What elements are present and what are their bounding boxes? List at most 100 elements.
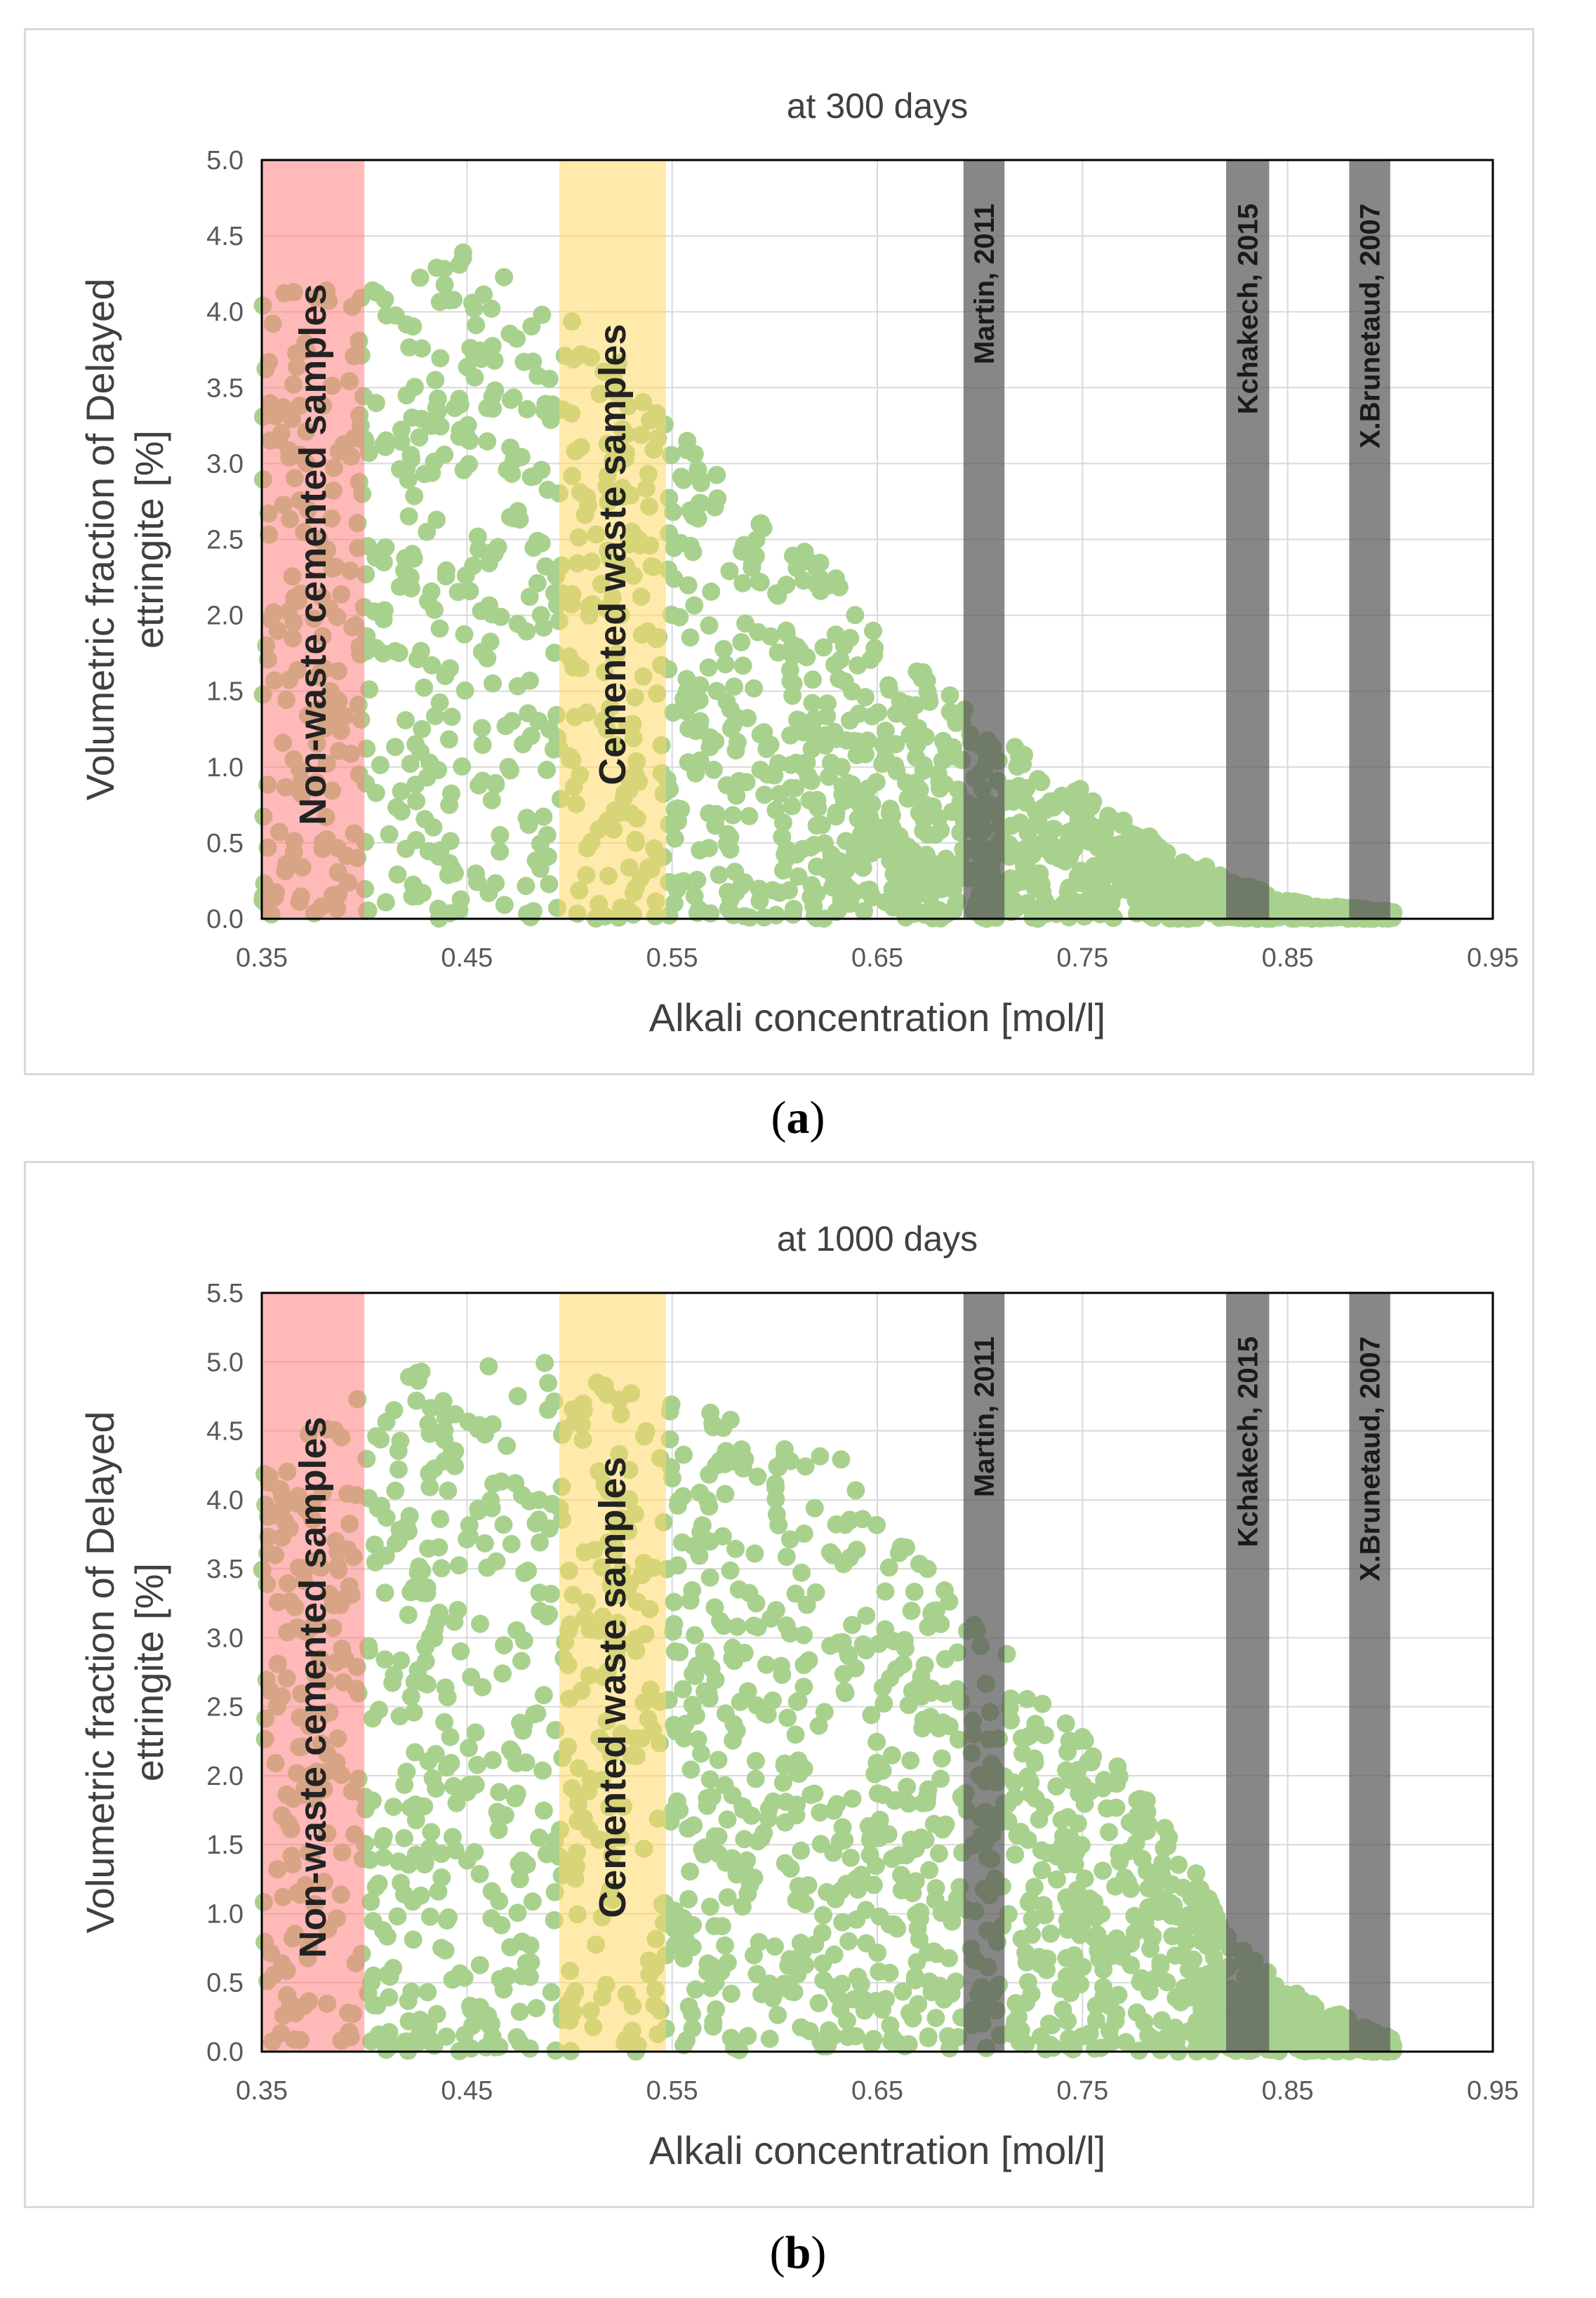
scatter-point — [450, 1556, 468, 1575]
scatter-point — [407, 792, 426, 811]
scatter-point — [769, 2005, 787, 2024]
scatter-point — [910, 1909, 929, 1928]
scatter-point — [1044, 2038, 1063, 2057]
scatter-point — [733, 573, 752, 592]
scatter-point — [723, 1649, 742, 1668]
y-tick-label: 0.5 — [206, 1969, 244, 1998]
scatter-point — [705, 1598, 724, 1617]
scatter-point — [425, 453, 444, 472]
scatter-point — [1043, 846, 1062, 865]
scatter-point — [418, 1578, 437, 1597]
scatter-point — [862, 1706, 881, 1725]
scatter-point — [780, 1624, 799, 1643]
scatter-point — [674, 689, 693, 708]
scatter-point — [857, 1607, 876, 1625]
scatter-point — [796, 1457, 815, 1476]
scatter-point — [1057, 1948, 1076, 1967]
scatter-point — [841, 1548, 860, 1567]
scatter-point — [474, 285, 493, 304]
scatter-point — [757, 1655, 776, 1674]
scatter-point — [524, 902, 543, 921]
scatter-point — [726, 863, 745, 882]
scatter-point — [879, 676, 898, 695]
scatter-point — [436, 667, 455, 686]
x-tick-label: 0.85 — [1262, 2076, 1314, 2106]
scatter-point — [413, 719, 432, 738]
scatter-point — [740, 806, 759, 825]
scatter-point — [867, 1515, 886, 1534]
scatter-point — [746, 1752, 765, 1770]
scatter-point — [485, 544, 504, 563]
scatter-point — [420, 1464, 439, 1483]
scatter-point — [733, 542, 752, 561]
scatter-point — [890, 1543, 908, 1562]
x-tick-label: 0.95 — [1467, 943, 1519, 973]
scatter-point — [679, 1889, 698, 1908]
scatter-point — [665, 894, 684, 912]
scatter-point — [839, 1932, 858, 1951]
scatter-point — [790, 711, 809, 729]
scatter-point — [686, 1626, 704, 1645]
scatter-point — [1094, 1960, 1113, 1979]
scatter-point — [1012, 1930, 1031, 1948]
scatter-point — [789, 1692, 808, 1711]
band-1: Cemented waste samples — [559, 160, 666, 919]
scatter-point — [1179, 1960, 1198, 1979]
scatter-point — [763, 881, 782, 900]
scatter-point — [698, 1788, 717, 1807]
scatter-point — [470, 1865, 489, 1883]
scatter-point — [411, 2010, 430, 2029]
scatter-point — [431, 1510, 450, 1528]
scatter-point — [936, 1684, 955, 1703]
scatter-point — [518, 400, 536, 418]
y-tick-label: 0.5 — [206, 829, 244, 858]
scatter-point — [373, 1831, 392, 1850]
scatter-point — [1112, 1947, 1131, 1966]
scatter-point — [716, 655, 735, 674]
reference-0: Martin, 2011 — [963, 160, 1005, 919]
scatter-point — [392, 420, 411, 439]
scatter-point — [1089, 838, 1108, 857]
scatter-point — [794, 1678, 813, 1696]
scatter-point — [691, 841, 710, 860]
scatter-point — [686, 1980, 705, 1999]
scatter-point — [885, 1915, 903, 1934]
reference-1: Kchakech, 2015 — [1225, 1293, 1270, 2052]
scatter-point — [794, 1525, 813, 1543]
scatter-point — [935, 1990, 953, 2009]
scatter-point — [1171, 1993, 1190, 2012]
scatter-point — [377, 431, 395, 450]
scatter-point — [528, 531, 547, 550]
scatter-point — [471, 1614, 490, 1633]
band-label: Cemented waste samples — [592, 324, 634, 785]
scatter-point — [1138, 849, 1157, 868]
scatter-point — [472, 719, 491, 738]
reference-2: X.Brunetaud, 2007 — [1349, 160, 1390, 919]
scatter-point — [504, 451, 523, 470]
scatter-point — [1148, 891, 1167, 909]
scatter-point — [397, 386, 416, 405]
scatter-point — [443, 1828, 462, 1847]
scatter-point — [696, 1682, 714, 1701]
scatter-point — [423, 656, 441, 675]
scatter-point — [359, 1641, 378, 1660]
scatter-point — [797, 648, 816, 667]
scatter-point — [1068, 1814, 1087, 1833]
x-tick-label: 0.35 — [236, 2076, 288, 2106]
scatter-point — [926, 2009, 945, 2028]
scatter-point — [1101, 856, 1120, 875]
scatter-point — [366, 394, 385, 413]
scatter-point — [496, 717, 515, 736]
scatter-point — [405, 486, 424, 505]
scatter-point — [1202, 2036, 1221, 2055]
scatter-point — [425, 707, 444, 726]
scatter-point — [707, 682, 726, 700]
scatter-point — [507, 329, 526, 348]
scatter-point — [1032, 1861, 1051, 1880]
scatter-point — [540, 369, 559, 388]
scatter-point — [484, 1474, 503, 1493]
scatter-point — [769, 643, 787, 662]
scatter-point — [904, 1840, 923, 1859]
scatter-point — [1174, 1924, 1193, 1943]
scatter-point — [538, 825, 557, 844]
